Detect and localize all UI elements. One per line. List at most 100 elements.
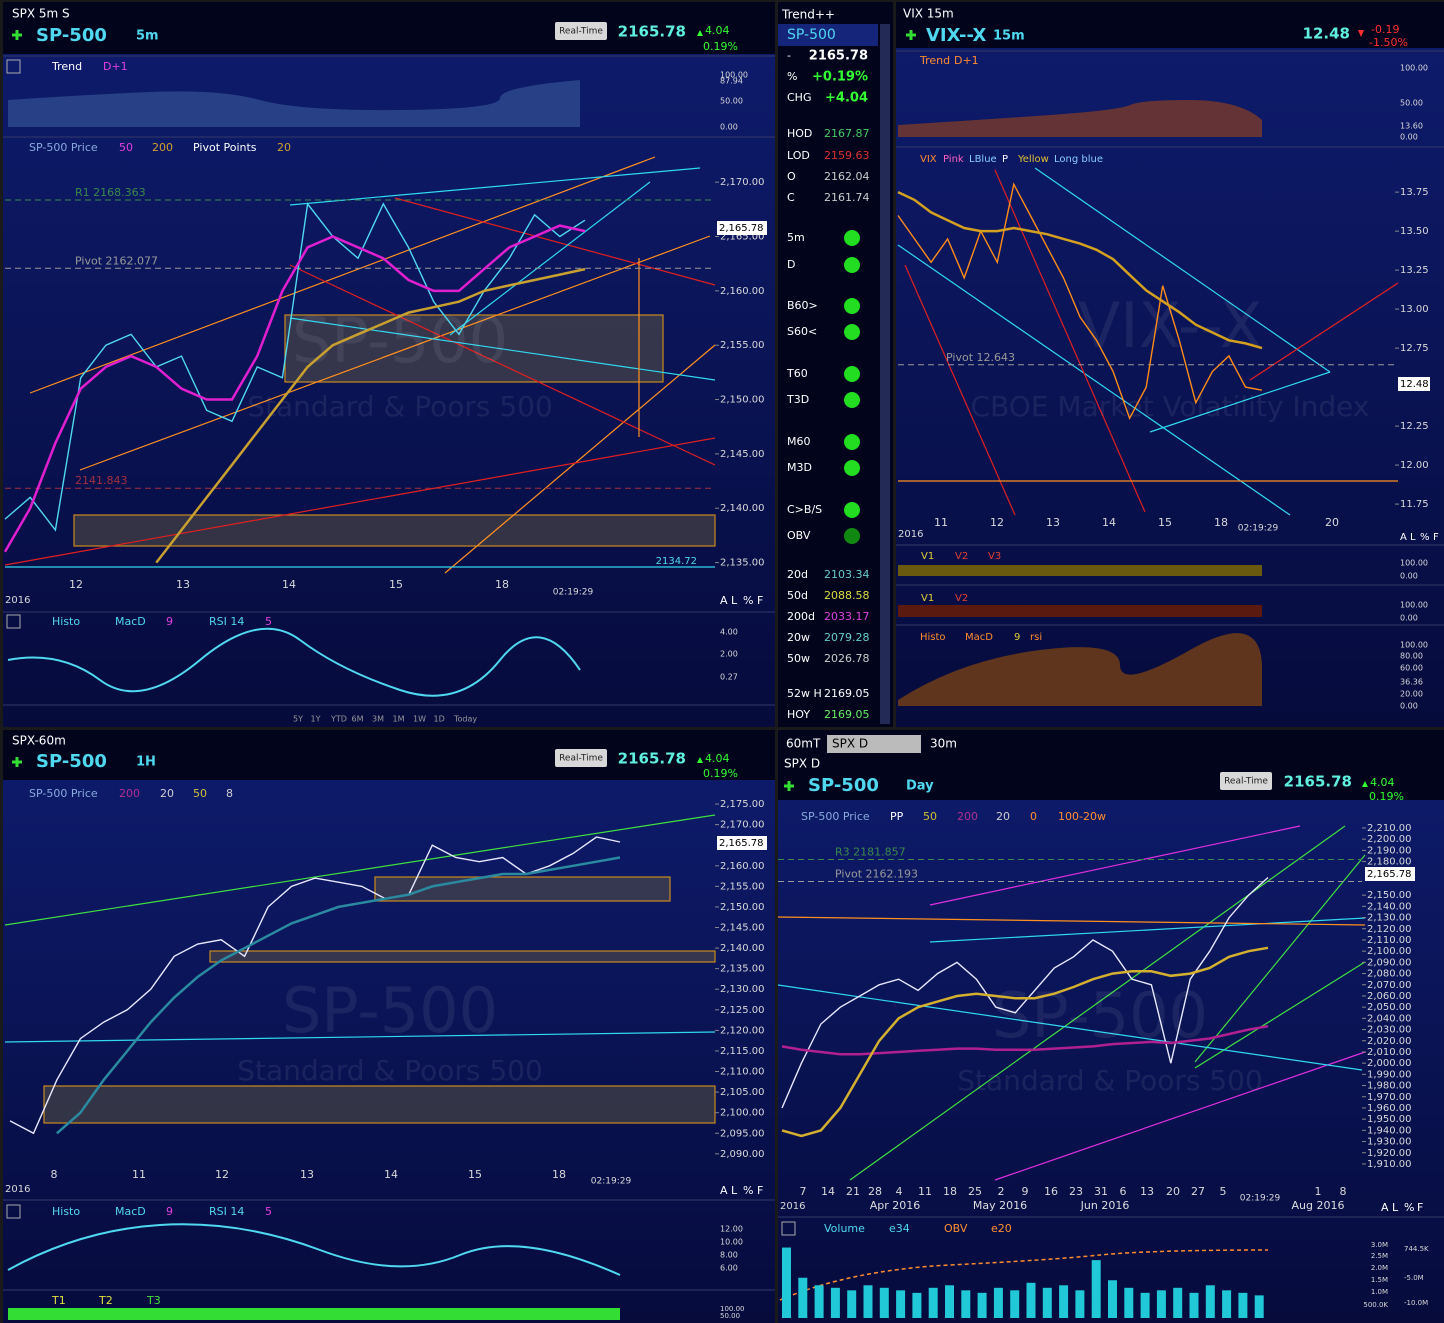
scale-option[interactable]: L	[1410, 532, 1416, 543]
y-tick-label: 2,110.00	[1367, 935, 1412, 946]
y-tick-label: 2,120.00	[1367, 924, 1412, 935]
scale-option[interactable]: %	[1404, 1201, 1414, 1214]
realtime-label[interactable]: Real-Time	[1224, 777, 1268, 787]
scale-option[interactable]: %	[1420, 532, 1430, 543]
volume-tick: 2.0M	[1371, 1264, 1388, 1272]
interval[interactable]: 1H	[136, 755, 156, 770]
x-tick-label: 20	[1166, 1185, 1180, 1198]
period-button[interactable]: YTD	[330, 715, 347, 724]
indicator-tick: 6.00	[720, 1264, 738, 1273]
period-button[interactable]: 3M	[372, 715, 384, 724]
status-dot	[844, 502, 860, 518]
stat-label: -	[787, 49, 791, 62]
indicator-label: V2	[955, 551, 968, 562]
volume-bar	[961, 1290, 971, 1318]
scale-option[interactable]: F	[757, 594, 763, 607]
y-tick-label: 1,980.00	[1367, 1081, 1412, 1092]
period-button[interactable]: 1Y	[311, 715, 321, 724]
period-button[interactable]: 1M	[393, 715, 405, 724]
scale-option[interactable]: %	[743, 1184, 753, 1197]
scale-option[interactable]: F	[757, 1184, 763, 1197]
volume-bar	[896, 1290, 906, 1318]
indicator-label: D+1	[954, 54, 979, 67]
realtime-label[interactable]: Real-Time	[559, 754, 603, 764]
period-button[interactable]: 1D	[434, 715, 445, 724]
scale-option[interactable]: A	[720, 594, 728, 607]
signal-label: C>B/S	[787, 503, 822, 516]
realtime-button[interactable]	[1220, 772, 1272, 790]
scale-option[interactable]: F	[1433, 532, 1439, 543]
y-tick-label: 2,150.00	[720, 902, 765, 913]
indicator-tick: 50.00	[720, 1312, 740, 1320]
realtime-button[interactable]	[555, 749, 607, 767]
volume-bar	[1222, 1290, 1232, 1318]
indicator-label: 20	[160, 787, 174, 800]
indicator-label: e34	[889, 1222, 910, 1235]
pivot-label: R3 2181.857	[835, 845, 906, 858]
tab[interactable]: 30m	[930, 737, 957, 751]
indicator-label: T2	[98, 1294, 113, 1307]
volume-bar	[1124, 1287, 1134, 1318]
y-tick-label: 2,190.00	[1367, 845, 1412, 856]
last-price-marker: 2,165.78	[719, 838, 764, 849]
volume-tick: 744.5K	[1404, 1245, 1429, 1253]
y-tick-label: 12.25	[1400, 421, 1429, 432]
signal-label: S60<	[787, 325, 817, 338]
tab[interactable]: SPX D	[832, 737, 868, 751]
active-tab[interactable]	[827, 735, 921, 753]
interval[interactable]: 5m	[136, 29, 159, 44]
separators	[3, 50, 1444, 1291]
period-button[interactable]: 5Y	[293, 715, 303, 724]
scale-option[interactable]: L	[1392, 1201, 1399, 1214]
volume-bar	[1075, 1290, 1085, 1318]
x-tick-label: 11	[918, 1185, 932, 1198]
y-tick-label: 2,150.00	[720, 395, 765, 406]
volume-bar	[945, 1285, 954, 1318]
interval[interactable]: 15m	[993, 29, 1025, 44]
indicator-tick: 100.00	[1400, 559, 1428, 568]
y-tick-label: 2,020.00	[1367, 1036, 1412, 1047]
tab[interactable]: 60mT	[786, 737, 821, 751]
interval[interactable]: Day	[906, 779, 934, 794]
realtime-button[interactable]	[555, 22, 607, 40]
volume-bar	[1189, 1292, 1199, 1318]
indicator-tick: 100.00	[1400, 641, 1428, 650]
scrollbar[interactable]	[880, 24, 890, 724]
stat-label: LOD	[787, 149, 810, 162]
t-strip	[8, 1308, 620, 1320]
realtime-label[interactable]: Real-Time	[559, 27, 603, 37]
y-tick-label: 2,040.00	[1367, 1013, 1412, 1024]
scale-option[interactable]: %	[743, 594, 753, 607]
scale-option[interactable]: F	[1417, 1201, 1423, 1214]
scale-option[interactable]: A	[1381, 1201, 1389, 1214]
period-button[interactable]: 6M	[352, 715, 364, 724]
x-tick-label: 27	[1191, 1185, 1205, 1198]
volume-bar	[830, 1287, 840, 1318]
y-tick-label: 2,115.00	[720, 1046, 765, 1057]
scale-option[interactable]: A	[1400, 532, 1407, 543]
indicator-tick: 13.60	[1400, 122, 1423, 131]
scale-option[interactable]: A	[720, 1184, 728, 1197]
y-tick-label: 11.75	[1400, 499, 1429, 510]
stat-label: C	[787, 191, 795, 204]
x-tick-label: 16	[1044, 1185, 1058, 1198]
indicator-tick: 100.00	[720, 71, 748, 80]
sidebar-symbol-bg	[778, 24, 878, 46]
x-tick-label: 18	[943, 1185, 957, 1198]
indicator-label: 9	[166, 1205, 173, 1218]
stat-value: 2033.17	[824, 610, 870, 623]
x-tick-label: 31	[1094, 1185, 1108, 1198]
indicator-label: Histo	[52, 615, 80, 628]
y-tick-label: 2,100.00	[1367, 946, 1412, 957]
x-tick-label: 14	[821, 1185, 835, 1198]
stat-value: 2167.87	[824, 127, 870, 140]
scale-option[interactable]: L	[731, 1184, 738, 1197]
scale-option[interactable]: L	[731, 594, 738, 607]
x-tick-label: 12	[215, 1168, 229, 1181]
volume-bar	[1205, 1285, 1215, 1318]
x-tick-label: 13	[300, 1168, 314, 1181]
period-button[interactable]: 1W	[413, 715, 426, 724]
stat-label: O	[787, 170, 796, 183]
period-button[interactable]: Today	[453, 715, 477, 724]
indicator-label: T1	[51, 1294, 66, 1307]
